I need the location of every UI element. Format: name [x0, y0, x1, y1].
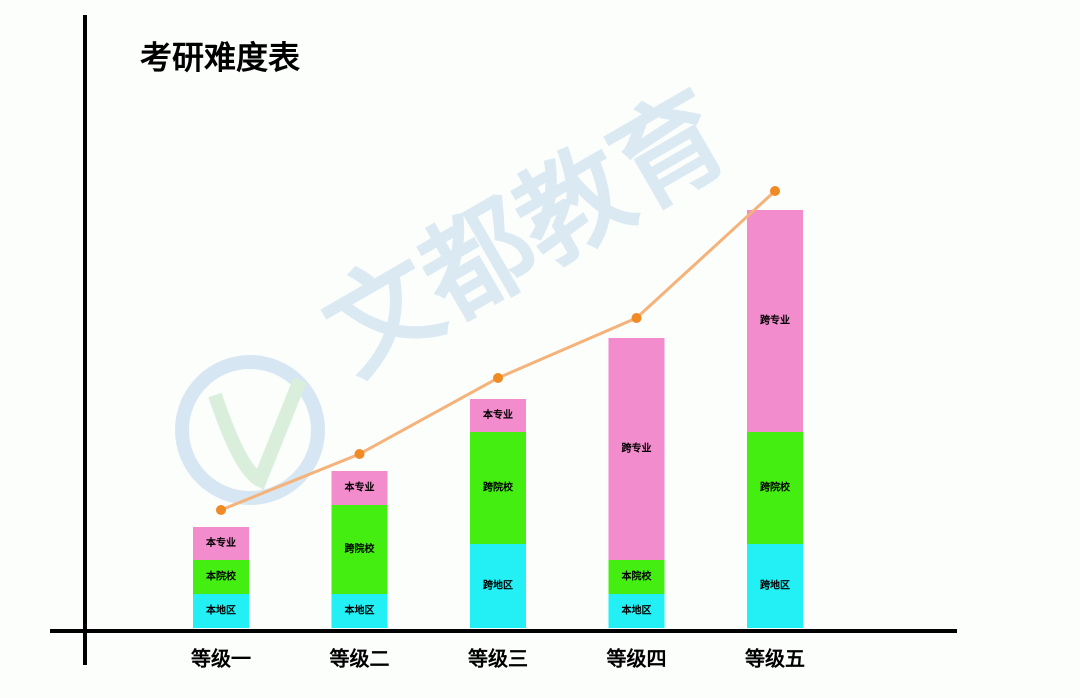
bar-segment [747, 544, 803, 628]
segment-label: 跨地区 [760, 579, 790, 592]
trend-point [770, 186, 780, 196]
x-tick-label: 等级二 [330, 647, 390, 671]
x-tick-label: 等级五 [745, 647, 805, 671]
segment-label: 本院校 [206, 570, 237, 583]
bar-segment [331, 594, 388, 628]
chart-title: 考研难度表 [140, 39, 300, 77]
segment-label: 跨院校 [483, 481, 514, 494]
bar-segment [747, 432, 803, 544]
bar-segment [470, 544, 526, 628]
bar-segment [608, 594, 665, 628]
trend-point [493, 373, 503, 383]
bar-segment [747, 210, 803, 432]
segment-label: 跨院校 [345, 542, 376, 555]
segment-label: 本专业 [483, 408, 513, 421]
bar-segment [470, 399, 526, 432]
segment-label: 本专业 [345, 481, 375, 494]
bar-segment [193, 594, 249, 628]
bar-segment [331, 505, 388, 594]
segment-label: 本地区 [622, 604, 652, 617]
x-tick-label: 等级四 [607, 647, 667, 671]
watermark: 文都教育 [304, 68, 749, 399]
bar-segment [193, 527, 249, 560]
x-tick-label: 等级三 [468, 647, 528, 671]
bar-segment [608, 560, 665, 594]
bar-segment [608, 338, 665, 560]
segment-label: 跨院校 [760, 481, 791, 494]
trend-point [354, 449, 365, 459]
segment-label: 跨地区 [483, 579, 513, 592]
x-tick-label: 等级一 [191, 647, 251, 671]
segment-label: 本专业 [206, 536, 236, 549]
segment-label: 跨专业 [760, 314, 790, 327]
bar-segment [331, 471, 388, 505]
segment-label: 跨专业 [622, 442, 652, 455]
segment-label: 本地区 [345, 604, 375, 617]
segment-label: 本院校 [622, 570, 653, 583]
segment-label: 本地区 [206, 604, 236, 617]
trend-point [631, 313, 642, 323]
bar-segment [470, 432, 526, 544]
bar-segment [193, 560, 249, 594]
trend-point [216, 505, 226, 515]
